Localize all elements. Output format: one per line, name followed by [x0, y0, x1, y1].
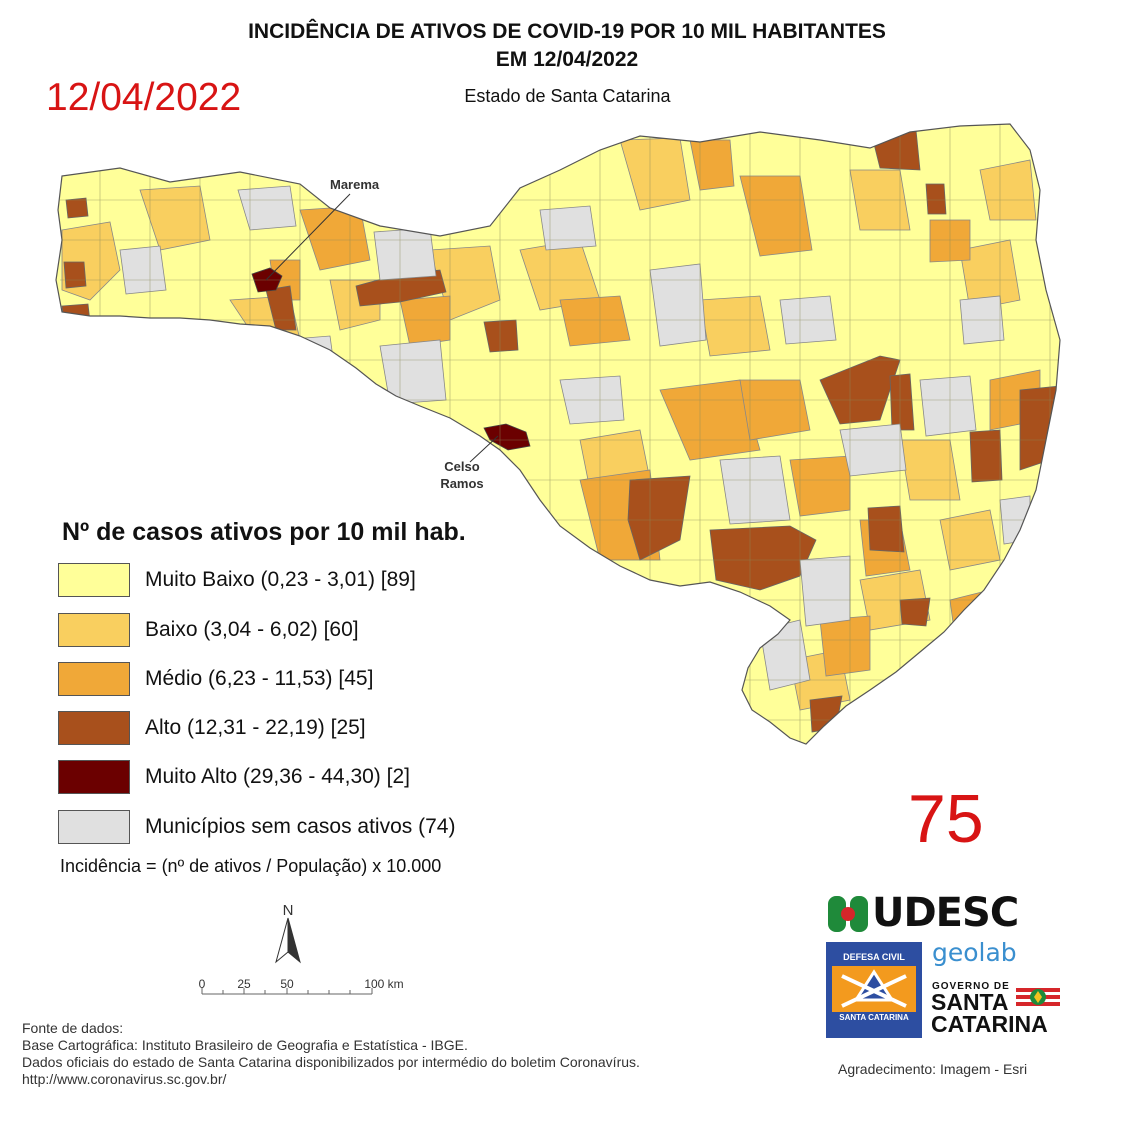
- region-alto: [65, 197, 89, 219]
- legend-item-baixo: Baixo (3,04 - 6,02) [60]: [58, 611, 359, 649]
- north-arrow-and-scale: N 0 25 50 100 km: [199, 902, 404, 995]
- region-alto: [483, 319, 519, 353]
- scale-tick-100: 100 km: [364, 977, 403, 991]
- defesa-civil-subtitle: SANTA CATARINA: [839, 1013, 909, 1022]
- region-sem-casos: [539, 205, 597, 251]
- date-overlay: 12/04/2022: [46, 76, 242, 119]
- celso-ramos-label-line2: Ramos: [440, 476, 484, 491]
- marema-leader-line: [265, 193, 351, 281]
- governo-catarina-label: CATARINA: [931, 1011, 1048, 1037]
- legend-swatch-alto: [58, 711, 130, 745]
- data-sources: Fonte de dados: Base Cartográfica: Insti…: [22, 1020, 640, 1088]
- santa-catarina-map: [55, 123, 1061, 745]
- defesa-civil-emblem-icon: [832, 966, 916, 1012]
- region-sem-casos: [839, 423, 907, 477]
- region-medio: [739, 379, 811, 441]
- marema-label: Marema: [330, 177, 380, 192]
- region-alto: [925, 183, 947, 215]
- legend-swatch-medio: [58, 662, 130, 696]
- region-baixo: [959, 239, 1021, 311]
- governo-santa-label: SANTA: [931, 989, 1009, 1015]
- region-sem-casos: [799, 555, 851, 627]
- sources-line4: http://www.coronavirus.sc.gov.br/: [22, 1071, 227, 1087]
- legend-item-sem-casos: Municípios sem casos ativos (74): [58, 808, 455, 846]
- celso-ramos-label: Celso Ramos: [436, 458, 488, 492]
- region-sem-casos: [279, 335, 337, 385]
- incidence-formula: Incidência = (nº de ativos / População) …: [60, 856, 442, 876]
- legend-item-muito-baixo: Muito Baixo (0,23 - 3,01) [89]: [58, 561, 416, 599]
- region-medio: [559, 295, 631, 347]
- legend-item-alto: Alto (12,31 - 22,19) [25]: [58, 709, 366, 747]
- region-sem-casos: [919, 375, 977, 437]
- north-arrow-icon: [275, 917, 301, 964]
- scale-tick-0: 0: [199, 977, 206, 991]
- region-sem-casos: [237, 185, 297, 231]
- region-medio: [819, 615, 871, 677]
- legend-label-sem-casos: Municípios sem casos ativos (74): [145, 815, 456, 838]
- region-baixo: [699, 295, 771, 357]
- legend-swatch-sem-casos: [58, 810, 130, 844]
- legend-label-baixo: Baixo (3,04 - 6,02) [60]: [145, 618, 359, 641]
- region-medio: [789, 455, 851, 517]
- region-sem-casos: [119, 245, 167, 295]
- region-alto: [899, 597, 931, 627]
- legend-item-muito-alto: Muito Alto (29,36 - 44,30) [2]: [58, 758, 410, 796]
- legend-label-muito-baixo: Muito Baixo (0,23 - 3,01) [89]: [145, 568, 416, 591]
- count-overlay: 75: [908, 781, 984, 857]
- region-medio: [739, 175, 813, 257]
- region-medio: [689, 139, 735, 191]
- region-sem-casos: [373, 227, 437, 281]
- region-alto: [871, 129, 921, 171]
- legend-swatch-muito-alto: [58, 760, 130, 794]
- legend-title: Nº de casos ativos por 10 mil hab.: [62, 518, 466, 546]
- legend-item-medio: Médio (6,23 - 11,53) [45]: [58, 660, 373, 698]
- udesc-logo-icon: [828, 896, 868, 932]
- santa-catarina-flag-icon: [1016, 988, 1060, 1006]
- region-sem-casos: [649, 263, 707, 347]
- region-sem-casos: [719, 455, 791, 525]
- scale-bar: [201, 988, 373, 995]
- governo-de-label: GOVERNO DE: [932, 981, 1010, 992]
- geolab-logo: geolab: [932, 938, 1017, 967]
- celso-ramos-label-line1: Celso: [444, 459, 480, 474]
- sources-line2: Base Cartográfica: Instituto Brasileiro …: [22, 1037, 468, 1053]
- region-baixo: [979, 159, 1037, 221]
- defesa-civil-title: DEFESA CIVIL: [843, 952, 905, 962]
- region-baixo: [899, 439, 961, 501]
- region-alto: [63, 261, 87, 289]
- sources-line1: Fonte de dados:: [22, 1020, 124, 1036]
- region-alto: [969, 429, 1003, 483]
- region-baixo: [939, 509, 1001, 571]
- udesc-logo-text: UDESC: [872, 890, 1019, 936]
- region-alto: [627, 475, 691, 561]
- celso-ramos-leader-line: [469, 435, 499, 463]
- sources-line3: Dados oficiais do estado de Santa Catari…: [22, 1054, 640, 1070]
- map-title-line1: INCIDÊNCIA DE ATIVOS DE COVID-19 POR 10 …: [248, 20, 886, 43]
- legend-label-medio: Médio (6,23 - 11,53) [45]: [145, 667, 374, 690]
- scale-tick-25: 25: [237, 977, 251, 991]
- legend-label-alto: Alto (12,31 - 22,19) [25]: [145, 716, 366, 739]
- scale-tick-50: 50: [280, 977, 294, 991]
- legend-swatch-muito-baixo: [58, 563, 130, 597]
- region-alto: [867, 505, 905, 553]
- north-label: N: [283, 902, 294, 919]
- region-alto: [889, 373, 915, 431]
- region-alto: [265, 285, 297, 331]
- legend-label-muito-alto: Muito Alto (29,36 - 44,30) [2]: [145, 765, 410, 788]
- map-subtitle: Estado de Santa Catarina: [464, 86, 671, 106]
- map-title-line2: EM 12/04/2022: [495, 48, 639, 71]
- region-sem-casos: [379, 339, 447, 405]
- legend-swatch-baixo: [58, 613, 130, 647]
- acknowledgement: Agradecimento: Imagem - Esri: [838, 1061, 1028, 1077]
